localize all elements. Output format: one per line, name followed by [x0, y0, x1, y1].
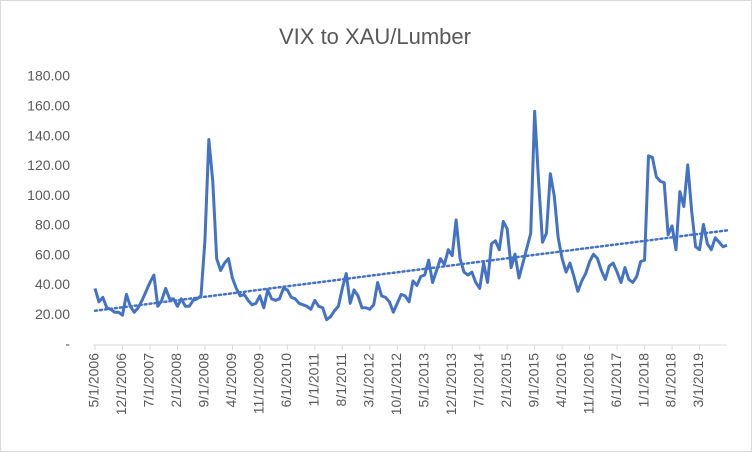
x-tick-label: 5/1/2013: [415, 353, 431, 408]
y-tick-label: 160.00: [27, 97, 70, 113]
y-tick-label: 40.00: [35, 276, 70, 292]
y-tick-label: 180.00: [27, 68, 70, 84]
x-tick-label: 8/1/2011: [333, 353, 349, 407]
x-tick-label: 10/1/2012: [388, 353, 404, 415]
x-tick-label: 2/1/2008: [168, 353, 184, 408]
y-tick-label: 20.00: [35, 306, 70, 322]
x-tick-label: 11/1/2016: [580, 353, 596, 414]
x-tick-label: 8/1/2018: [663, 353, 679, 408]
x-tick-label: 1/1/2018: [635, 353, 651, 408]
x-tick-label: 1/1/2011: [306, 353, 322, 407]
x-tick-label: 6/1/2010: [278, 353, 294, 408]
x-tick-label: 12/1/2013: [443, 353, 459, 415]
trendline: [93, 229, 729, 313]
x-tick-label: 2/1/2015: [498, 353, 514, 408]
x-tick-label: 3/1/2012: [360, 353, 376, 408]
x-tick-label: 9/1/2015: [525, 353, 541, 408]
x-tick-label: 4/1/2009: [223, 353, 239, 408]
y-tick-label: 140.00: [27, 127, 70, 143]
y-tick-label: 120.00: [27, 157, 70, 173]
y-tick-label: 60.00: [35, 246, 70, 262]
y-tick-label: 80.00: [35, 217, 70, 233]
x-tick-label: 9/1/2008: [196, 353, 212, 408]
chart-title: VIX to XAU/Lumber: [279, 24, 471, 49]
x-tick-label: 3/1/2019: [690, 353, 706, 408]
x-tick-label: 7/1/2014: [470, 353, 486, 408]
x-tick-label: 5/1/2006: [86, 353, 102, 408]
x-tick-label: 12/1/2006: [113, 353, 129, 415]
x-tick-label: 4/1/2016: [553, 353, 569, 408]
y-tick-label: 100.00: [27, 187, 70, 203]
y-tick-label: -: [65, 336, 70, 352]
x-tick-label: 7/1/2007: [141, 353, 157, 408]
x-tick-label: 11/1/2009: [251, 353, 267, 414]
x-tick-label: 6/1/2017: [608, 353, 624, 408]
